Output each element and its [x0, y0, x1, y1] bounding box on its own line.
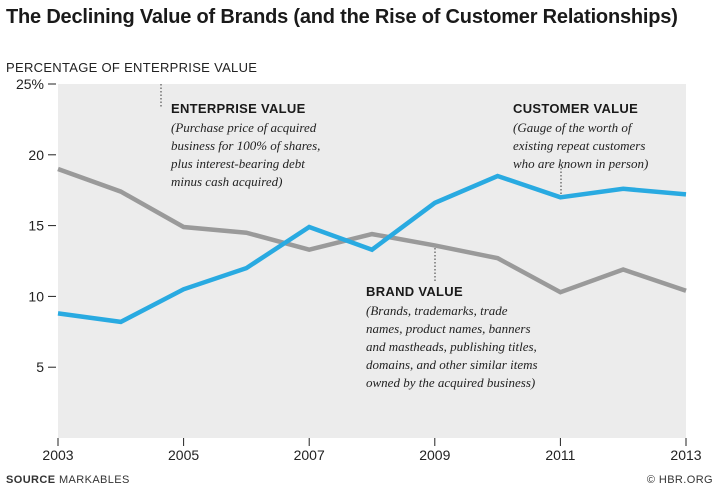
chart-title: The Declining Value of Brands (and the R… [6, 6, 678, 28]
plot-area [58, 84, 686, 438]
customer-value-annotation-description: who are known in person) [513, 156, 648, 171]
y-axis-label: PERCENTAGE OF ENTERPRISE VALUE [6, 60, 258, 75]
x-tick-label: 2003 [42, 447, 73, 463]
source-label: SOURCE [6, 474, 56, 486]
brand-value-annotation-description: owned by the acquired business) [366, 375, 535, 390]
y-tick-label: 10 [28, 288, 44, 304]
brand-value-annotation-description: (Brands, trademarks, trade [366, 303, 508, 318]
enterprise-value-annotation-description: business for 100% of shares, [171, 138, 320, 153]
brand-value-annotation-title: BRAND VALUE [366, 284, 463, 299]
x-tick-label: 2009 [419, 447, 450, 463]
x-tick-label: 2005 [168, 447, 199, 463]
y-tick-label: 15 [28, 218, 44, 234]
brand-value-annotation-description: names, product names, banners [366, 321, 531, 336]
enterprise-value-annotation-title: ENTERPRISE VALUE [171, 101, 306, 116]
y-tick-label: 5 [36, 359, 44, 375]
y-tick-label: 25% [16, 76, 44, 92]
y-tick-label: 20 [28, 147, 44, 163]
customer-value-annotation-description: (Gauge of the worth of [513, 120, 634, 135]
credit: © HBR.ORG [646, 474, 713, 486]
customer-value-annotation-description: existing repeat customers [513, 138, 645, 153]
enterprise-value-annotation-description: minus cash acquired) [171, 174, 282, 189]
x-tick-label: 2007 [294, 447, 325, 463]
source-note: SOURCE MARKABLES [6, 474, 130, 486]
enterprise-value-annotation-description: plus interest-bearing debt [170, 156, 305, 171]
brand-value-line [57, 166, 687, 295]
enterprise-value-annotation-description: (Purchase price of acquired [171, 120, 317, 135]
customer-value-annotation-title: CUSTOMER VALUE [513, 101, 638, 116]
brand-value-annotation-description: and mastheads, publishing titles, [366, 339, 537, 354]
x-tick-label: 2013 [670, 447, 701, 463]
source-text: MARKABLES [58, 474, 130, 486]
customer-value-line [57, 173, 687, 325]
brand-value-annotation-description: domains, and other similar items [366, 357, 538, 372]
x-tick-label: 2011 [545, 447, 575, 463]
